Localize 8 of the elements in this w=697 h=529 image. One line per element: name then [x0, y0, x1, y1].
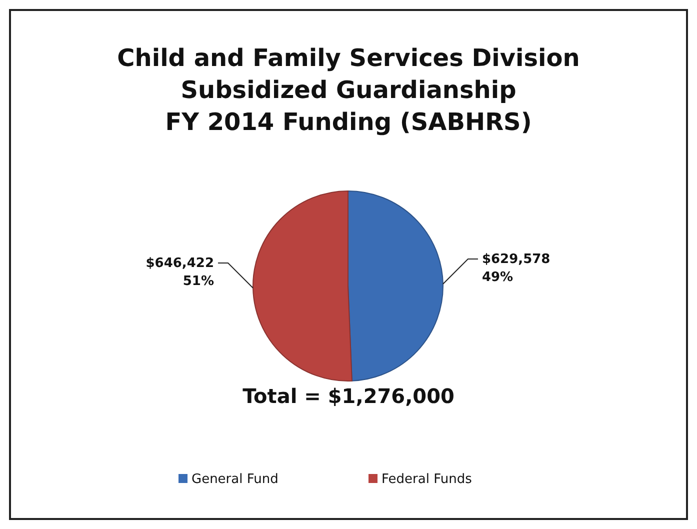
data-label: $629,578 49%	[482, 252, 550, 286]
legend-label: Federal Funds	[382, 472, 472, 487]
data-label: $646,422 51%	[146, 256, 214, 289]
chart-title: Child and Family Services Division Subsidized Guardianship FY 2014 Funding (SABHRS)	[117, 44, 580, 136]
pie-slice	[348, 190, 444, 382]
legend-label: General Fund	[192, 472, 278, 487]
pie-slice	[252, 190, 352, 382]
text: Total = $1,276,000	[242, 384, 454, 408]
